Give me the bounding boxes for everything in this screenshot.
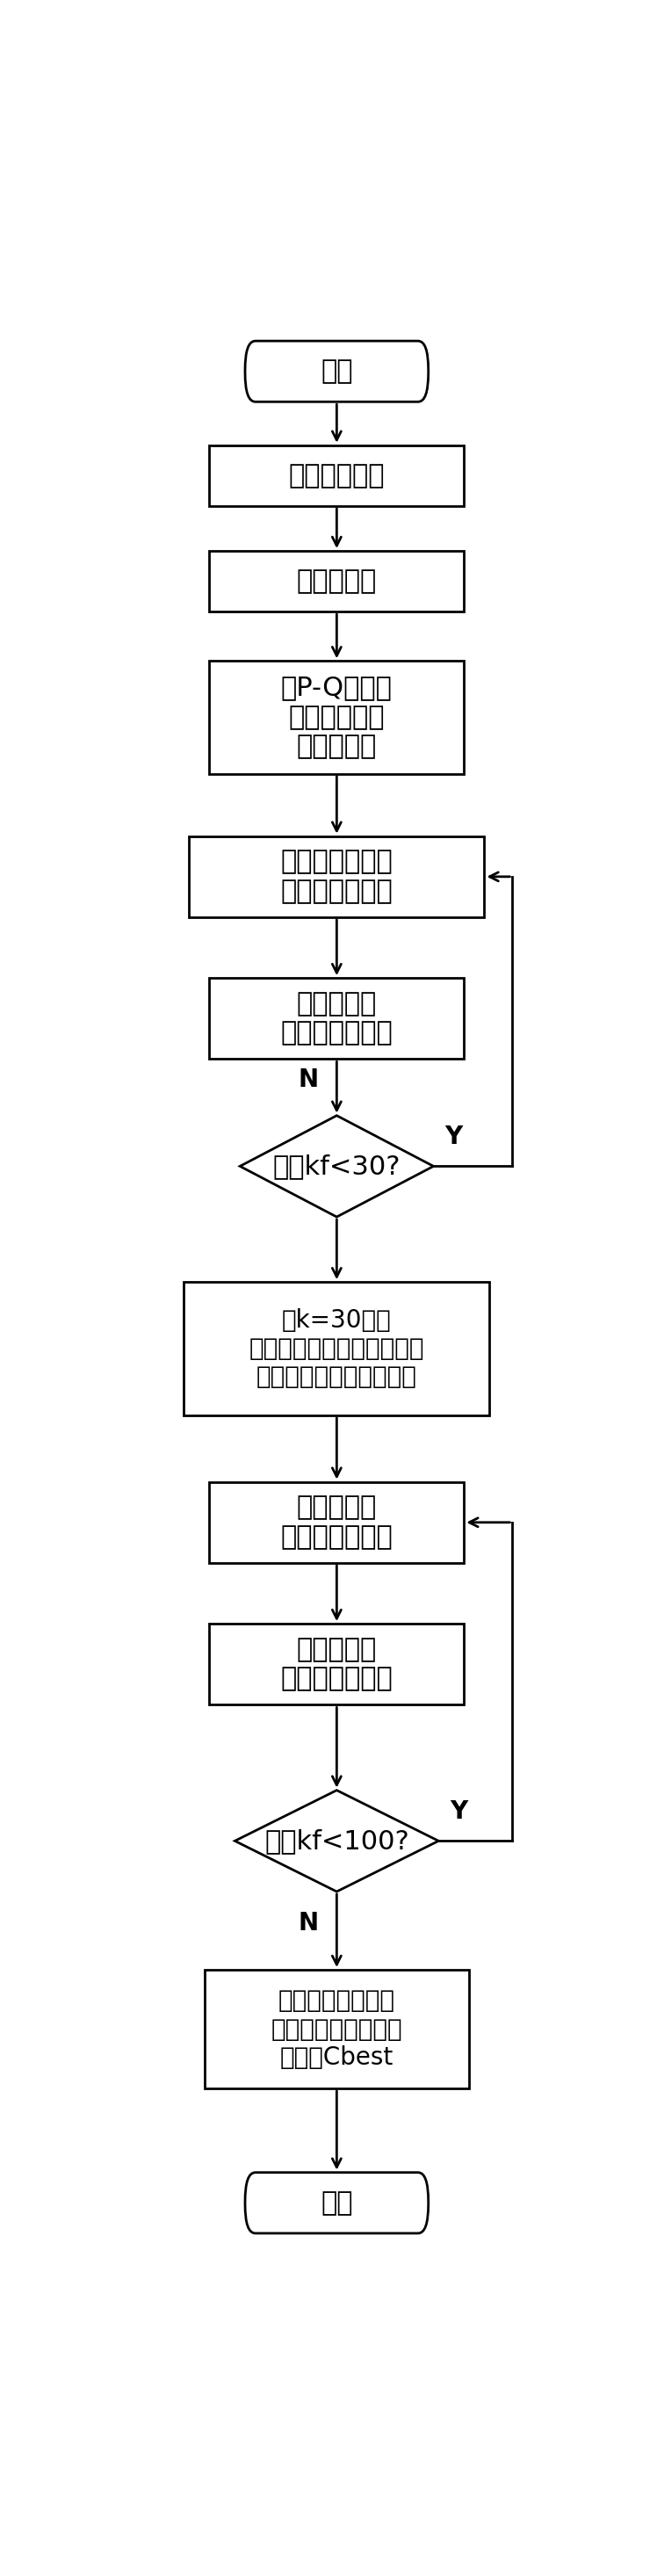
Text: 用P-Q分解法
计算微粒适应
度值并排序: 用P-Q分解法 计算微粒适应 度值并排序 — [281, 675, 392, 760]
Bar — [210, 1623, 464, 1705]
Text: Y: Y — [445, 1123, 463, 1149]
FancyBboxPatch shape — [245, 340, 428, 402]
Text: 判断kf<30?: 判断kf<30? — [273, 1154, 401, 1180]
Text: 判断kf<100?: 判断kf<100? — [264, 1829, 409, 1855]
Text: 评估各分区
微粒并更新极值: 评估各分区 微粒并更新极值 — [281, 1636, 393, 1692]
Text: 更新微粒的
自身速度及位置: 更新微粒的 自身速度及位置 — [281, 1494, 393, 1551]
Polygon shape — [235, 1790, 439, 1891]
FancyBboxPatch shape — [245, 2172, 428, 2233]
Text: 计算各微粒更新
后的速度、位置: 计算各微粒更新 后的速度、位置 — [281, 850, 393, 904]
Text: N: N — [298, 1911, 319, 1935]
Text: 输入原始数据: 输入原始数据 — [288, 464, 385, 489]
Bar — [210, 446, 464, 505]
Text: 输出最佳功率流和
传输网络损耗，得到
评估值Cbest: 输出最佳功率流和 传输网络损耗，得到 评估值Cbest — [271, 1989, 403, 2071]
Text: 评估各分区
微粒并更新极值: 评估各分区 微粒并更新极值 — [281, 992, 393, 1046]
Bar — [210, 979, 464, 1059]
Text: 开始: 开始 — [321, 358, 353, 384]
Polygon shape — [240, 1115, 434, 1216]
Bar — [210, 662, 464, 773]
Bar — [210, 551, 464, 611]
Bar — [204, 1971, 469, 2089]
Text: 种群初始化: 种群初始化 — [297, 569, 376, 595]
Bar — [210, 1481, 464, 1564]
Bar — [189, 837, 484, 917]
Text: N: N — [298, 1069, 319, 1092]
Bar — [184, 1283, 489, 1414]
Text: 当k=30时，
各分区各自独立计算微粒种
群的适应度值并进行排序: 当k=30时， 各分区各自独立计算微粒种 群的适应度值并进行排序 — [249, 1309, 424, 1388]
Text: Y: Y — [450, 1798, 468, 1824]
Text: 结束: 结束 — [321, 2190, 353, 2215]
